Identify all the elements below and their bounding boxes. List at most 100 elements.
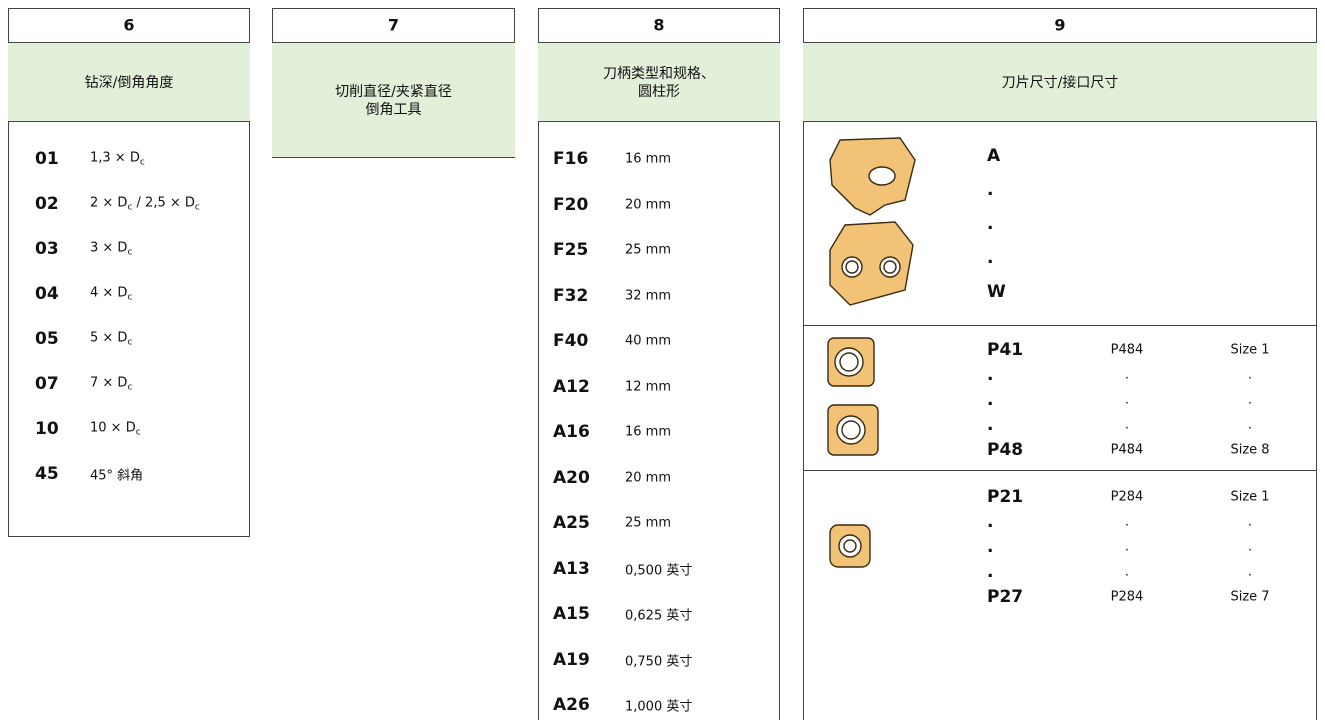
row-desc: 5 × Dc xyxy=(90,331,132,348)
section-divider xyxy=(803,325,1317,326)
section-cell: A xyxy=(987,146,1001,166)
row-code: F20 xyxy=(553,194,589,215)
column-title: 切削直径/夹紧直径 xyxy=(335,84,452,100)
row-desc: 40 mm xyxy=(625,334,671,349)
column-box xyxy=(538,8,780,720)
desc-text: 16 mm xyxy=(625,151,672,167)
section-cell: P284 xyxy=(1110,589,1144,605)
column-header xyxy=(538,42,780,122)
row-code: F32 xyxy=(553,285,589,306)
section-cell: . xyxy=(1124,392,1130,408)
row-code: 01 xyxy=(35,149,59,169)
row-desc: 3 × Dc xyxy=(90,241,132,258)
section-cell: . xyxy=(1124,367,1130,383)
desc-text: 20 mm xyxy=(625,197,672,212)
section-cell: . xyxy=(1124,539,1130,555)
column-title: 刀柄类型和规格、 xyxy=(603,66,715,82)
row-code: A20 xyxy=(553,467,590,488)
column-header xyxy=(272,42,515,158)
section-cell: . xyxy=(1247,514,1253,530)
subscript: c xyxy=(127,337,133,348)
column-number: 9 xyxy=(1054,15,1066,35)
desc-text: 40 mm xyxy=(625,333,672,349)
row-code: 04 xyxy=(35,284,59,304)
row-code: A26 xyxy=(553,695,590,715)
column-title: 倒角工具 xyxy=(365,102,422,118)
desc-text: 25 mm xyxy=(625,242,672,258)
desc-text: 45° 斜角 xyxy=(90,468,144,484)
section-cell: P484 xyxy=(1110,442,1144,458)
row-desc: 4 × Dc xyxy=(90,286,132,303)
row-code: A16 xyxy=(553,422,590,442)
section-cell: . xyxy=(1124,564,1130,580)
column-header xyxy=(803,42,1317,122)
row-desc: 0,625 英寸 xyxy=(625,605,692,624)
section-cell: . xyxy=(987,248,994,268)
section-cell: . xyxy=(1247,564,1253,580)
section-cell: P284 xyxy=(1110,489,1144,505)
section-cell: . xyxy=(987,180,994,200)
row-desc: 2 × Dc / 2,5 × Dc xyxy=(90,196,200,213)
row-desc: 32 mm xyxy=(625,288,671,303)
section-cell: P48 xyxy=(987,440,1024,460)
row-desc: 1,3 × Dc xyxy=(90,151,145,168)
subscript: c xyxy=(139,157,145,168)
row-code: 03 xyxy=(35,239,59,259)
section-cell: . xyxy=(987,537,994,557)
row-desc: 1,000 英寸 xyxy=(625,696,692,715)
subscript: c xyxy=(194,202,200,213)
row-code: A25 xyxy=(553,513,590,533)
row-desc: 20 mm xyxy=(625,197,671,212)
column-box xyxy=(803,8,1317,720)
section-cell: Size 7 xyxy=(1230,589,1270,605)
subscript: c xyxy=(127,247,133,258)
desc-text: 1,000 英寸 xyxy=(625,699,693,715)
section-cell: Size 1 xyxy=(1230,489,1270,505)
section-cell: . xyxy=(1124,514,1130,530)
row-desc: 45° 斜角 xyxy=(90,465,143,484)
row-desc: 10 × Dc xyxy=(90,421,141,438)
row-code: F25 xyxy=(553,240,589,260)
section-cell: P21 xyxy=(987,487,1024,507)
section-cell: . xyxy=(987,512,994,532)
row-desc: 20 mm xyxy=(625,470,671,485)
row-code: A19 xyxy=(553,649,590,670)
row-code: 45 xyxy=(35,464,59,484)
column-box xyxy=(8,8,250,537)
column-number: 8 xyxy=(653,15,665,35)
desc-text: 10 × D xyxy=(90,420,136,436)
row-code: 10 xyxy=(35,419,59,439)
section-cell: . xyxy=(987,214,994,234)
section-cell: . xyxy=(1247,392,1253,408)
row-desc: 25 mm xyxy=(625,243,671,258)
desc-text: 0,750 英寸 xyxy=(625,654,693,669)
section-cell: . xyxy=(1247,539,1253,555)
column-number: 7 xyxy=(387,15,400,35)
desc-text: 7 × D xyxy=(90,375,128,391)
desc-text: 20 mm xyxy=(625,470,672,485)
section-cell: Size 1 xyxy=(1230,342,1270,358)
row-code: 02 xyxy=(35,194,59,214)
row-code: F40 xyxy=(553,331,589,351)
desc-text: 32 mm xyxy=(625,288,672,303)
desc-text: 5 × D xyxy=(90,330,128,346)
desc-text: 25 mm xyxy=(625,515,672,531)
desc-text: 2 × D xyxy=(90,195,128,211)
row-code: 05 xyxy=(35,329,59,349)
section-cell: P41 xyxy=(987,340,1024,360)
column-header xyxy=(8,42,250,122)
desc-text: 1,3 × D xyxy=(90,150,140,166)
section-cell: . xyxy=(1247,417,1253,433)
row-code: F16 xyxy=(553,149,589,169)
desc-text: 16 mm xyxy=(625,424,672,440)
section-cell: . xyxy=(987,562,994,582)
row-desc: 16 mm xyxy=(625,152,671,167)
row-code: A12 xyxy=(553,376,590,397)
row-desc: 0,750 英寸 xyxy=(625,650,692,669)
section-divider xyxy=(803,470,1317,471)
section-cell: . xyxy=(987,365,994,385)
column-title: 圆柱形 xyxy=(638,84,680,100)
row-desc: 7 × Dc xyxy=(90,376,132,393)
